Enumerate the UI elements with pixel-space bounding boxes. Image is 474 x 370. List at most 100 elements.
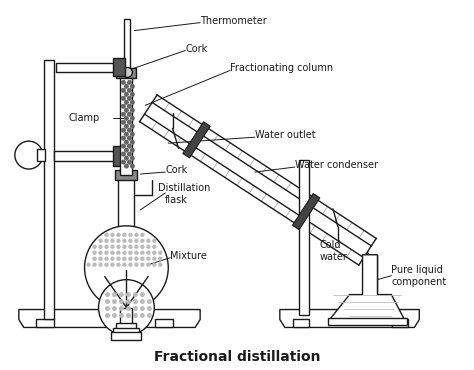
Circle shape: [110, 262, 115, 267]
Circle shape: [133, 306, 138, 311]
Bar: [328, 317, 407, 326]
Circle shape: [105, 299, 110, 304]
Circle shape: [134, 250, 138, 255]
Circle shape: [127, 104, 132, 109]
Circle shape: [147, 299, 152, 304]
Text: Fractionating column: Fractionating column: [230, 63, 333, 73]
Circle shape: [127, 96, 132, 101]
Circle shape: [126, 306, 131, 311]
Circle shape: [133, 292, 138, 297]
Circle shape: [119, 292, 124, 297]
Circle shape: [146, 239, 151, 243]
Circle shape: [152, 245, 156, 249]
Circle shape: [124, 139, 129, 145]
Circle shape: [127, 159, 132, 165]
Circle shape: [119, 313, 124, 318]
Circle shape: [116, 256, 121, 261]
Circle shape: [121, 96, 126, 101]
Circle shape: [140, 262, 145, 267]
Circle shape: [119, 306, 124, 311]
Circle shape: [134, 262, 138, 267]
Circle shape: [110, 250, 115, 255]
Circle shape: [110, 239, 115, 243]
Circle shape: [98, 250, 103, 255]
Circle shape: [158, 256, 163, 261]
Circle shape: [134, 233, 138, 237]
Circle shape: [104, 262, 109, 267]
Circle shape: [124, 100, 129, 105]
Circle shape: [121, 120, 126, 125]
Bar: [155, 319, 173, 327]
Polygon shape: [280, 310, 419, 327]
Circle shape: [152, 239, 156, 243]
Text: Clamp: Clamp: [69, 113, 100, 123]
Circle shape: [146, 245, 151, 249]
Circle shape: [147, 313, 152, 318]
Text: Mixture: Mixture: [170, 251, 207, 261]
Circle shape: [126, 299, 131, 304]
Circle shape: [116, 245, 121, 249]
Circle shape: [146, 262, 151, 267]
Circle shape: [110, 256, 115, 261]
Circle shape: [140, 299, 145, 304]
Circle shape: [99, 280, 155, 336]
Circle shape: [133, 313, 138, 318]
Circle shape: [133, 299, 138, 304]
Circle shape: [128, 233, 133, 237]
Circle shape: [98, 256, 103, 261]
Circle shape: [124, 92, 129, 97]
Circle shape: [146, 250, 151, 255]
Circle shape: [116, 239, 121, 243]
Circle shape: [121, 136, 126, 141]
Circle shape: [128, 250, 133, 255]
Circle shape: [121, 144, 126, 149]
Circle shape: [127, 128, 132, 133]
Circle shape: [140, 313, 145, 318]
Circle shape: [130, 124, 135, 129]
Circle shape: [128, 245, 133, 249]
Circle shape: [127, 144, 132, 149]
Circle shape: [121, 112, 126, 117]
Text: water: water: [319, 252, 347, 262]
Circle shape: [124, 164, 129, 169]
Circle shape: [128, 256, 133, 261]
Polygon shape: [183, 122, 210, 158]
Text: Cold: Cold: [319, 240, 341, 250]
Bar: [117, 68, 137, 78]
Bar: [120, 307, 132, 326]
Circle shape: [116, 250, 121, 255]
Bar: [54, 151, 118, 161]
Circle shape: [116, 233, 121, 237]
Circle shape: [92, 256, 97, 261]
Circle shape: [104, 245, 109, 249]
Circle shape: [122, 239, 127, 243]
Circle shape: [126, 292, 131, 297]
Circle shape: [104, 239, 109, 243]
Circle shape: [152, 256, 156, 261]
Circle shape: [127, 80, 132, 85]
Circle shape: [104, 256, 109, 261]
Bar: [120, 75, 132, 175]
Text: flask: flask: [165, 195, 188, 205]
Circle shape: [127, 112, 132, 117]
Circle shape: [110, 245, 115, 249]
Circle shape: [124, 124, 129, 129]
Circle shape: [124, 116, 129, 121]
Circle shape: [110, 233, 115, 237]
Circle shape: [122, 256, 127, 261]
Circle shape: [92, 262, 97, 267]
Circle shape: [140, 250, 145, 255]
Bar: [299, 160, 309, 314]
Circle shape: [121, 128, 126, 133]
Circle shape: [112, 306, 117, 311]
Circle shape: [134, 239, 138, 243]
Circle shape: [124, 156, 129, 161]
Circle shape: [84, 226, 168, 310]
Circle shape: [130, 156, 135, 161]
Text: Distillation: Distillation: [158, 183, 210, 193]
Text: Pure liquid: Pure liquid: [392, 265, 443, 275]
Circle shape: [130, 132, 135, 137]
Bar: [124, 18, 130, 70]
Polygon shape: [292, 194, 320, 230]
Circle shape: [152, 262, 156, 267]
